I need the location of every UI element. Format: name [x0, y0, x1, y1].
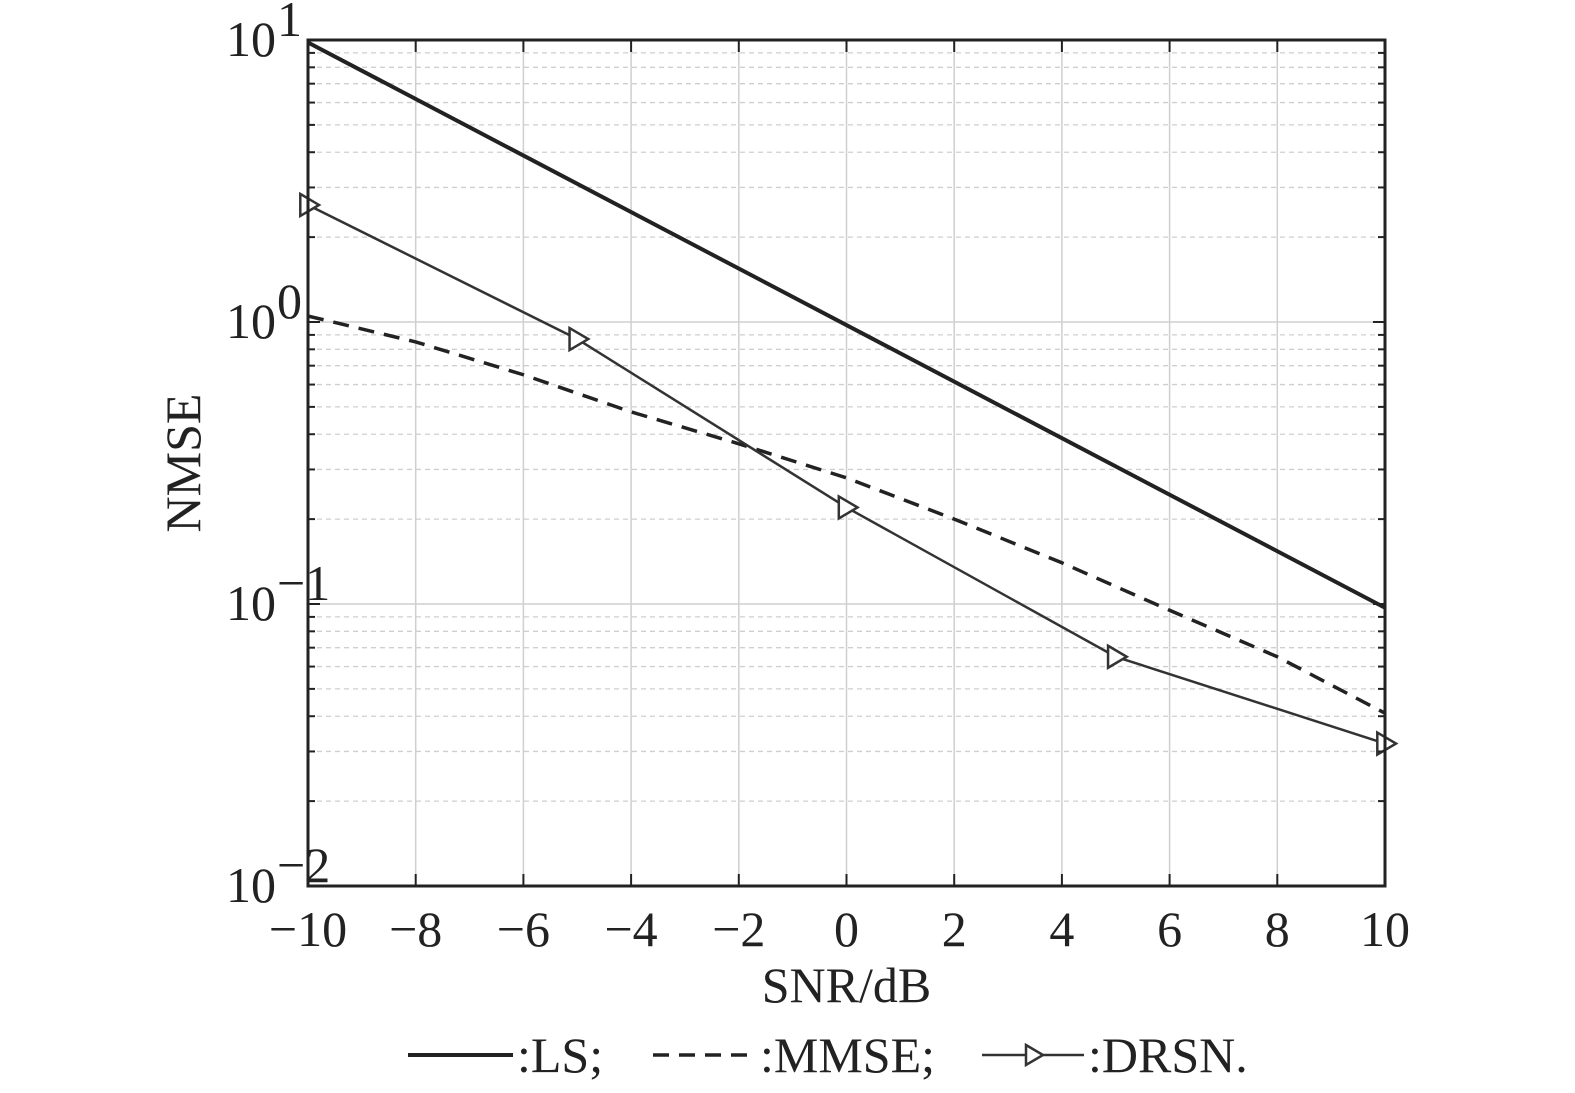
- legend-marker-3: [1024, 1042, 1046, 1068]
- series-marker-3: [568, 325, 591, 353]
- legend: :LS; :MMSE; :DRSN.: [408, 1027, 1248, 1083]
- series-line-1: [307, 40, 1386, 610]
- y-tick-label: 10: [226, 11, 276, 67]
- y-axis-label: NMSE: [155, 394, 211, 533]
- x-tick-label: 8: [1265, 901, 1290, 957]
- legend-label-3: :DRSN.: [1088, 1027, 1248, 1083]
- legend-label-1: :LS;: [517, 1027, 603, 1083]
- x-tick-label: 6: [1157, 901, 1182, 957]
- x-tick-label: 10: [1360, 901, 1410, 957]
- x-tick-label: 4: [1049, 901, 1074, 957]
- series-marker-3: [1376, 730, 1399, 757]
- y-tick-exponent: 1: [277, 0, 302, 47]
- x-tick-label: −8: [389, 901, 442, 957]
- legend-label-2: :MMSE;: [760, 1027, 935, 1083]
- y-tick-label: 10: [226, 293, 276, 349]
- series-marker-3: [1106, 643, 1130, 670]
- y-tick-exponent: −1: [277, 555, 330, 611]
- y-tick-exponent: 0: [277, 273, 302, 329]
- x-tick-label: −4: [604, 901, 657, 957]
- y-tick-exponent: −2: [277, 837, 330, 893]
- y-tick-label: 10: [226, 857, 276, 913]
- series-marker-3: [299, 191, 322, 219]
- x-axis-label: SNR/dB: [762, 957, 932, 1013]
- x-tick-label: 2: [942, 901, 967, 957]
- x-tick-label: 0: [834, 901, 859, 957]
- axis-ticks: [307, 39, 1386, 887]
- x-tick-label: −2: [712, 901, 765, 957]
- series-marker-3: [837, 494, 860, 521]
- series-line-2: [307, 314, 1386, 715]
- x-tick-label: −10: [269, 901, 347, 957]
- x-tick-label: −6: [497, 901, 550, 957]
- grid-lines: [307, 40, 1386, 887]
- x-tick-labels: −10 −8 −6 −4 −2 0 2 4 6 8 10: [269, 901, 1410, 957]
- y-tick-label: 10: [226, 575, 276, 631]
- markers-layer: [299, 191, 1399, 757]
